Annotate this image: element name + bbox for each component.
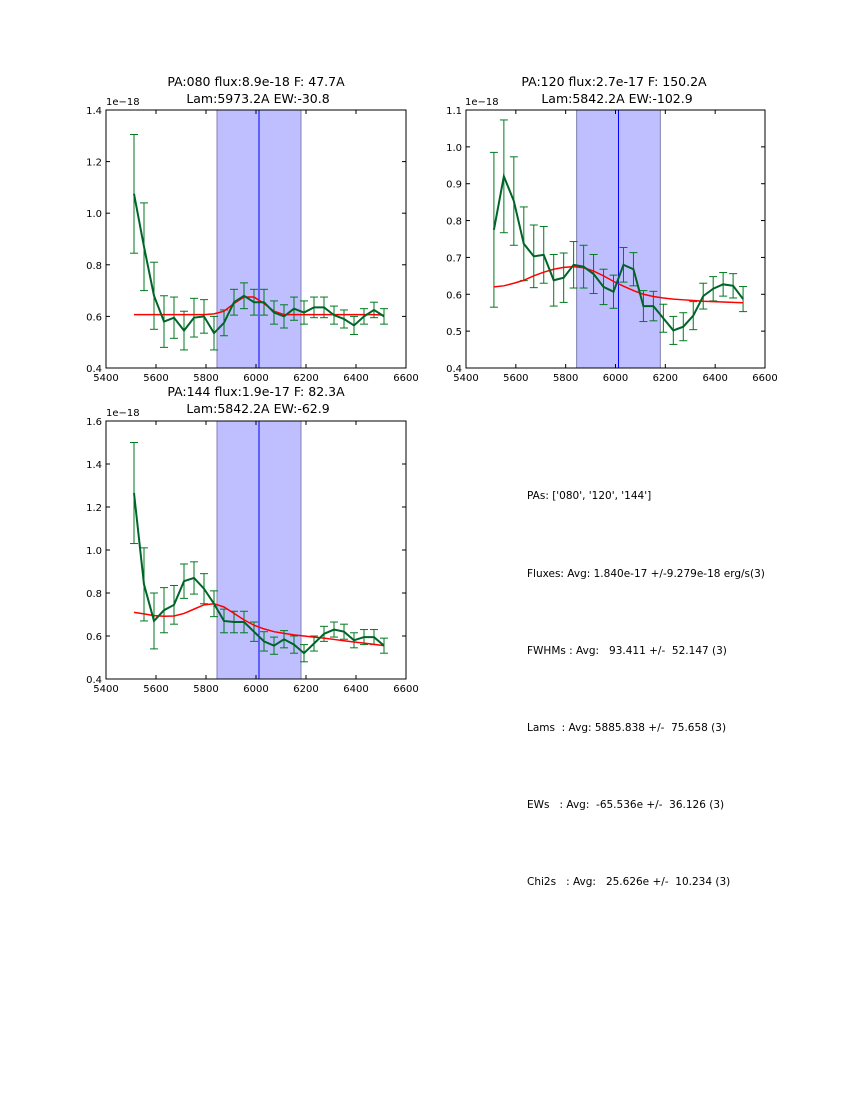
plot-area: 5400 5600 5800 6000 6200 6400 6600 0.4 0.6 0.8 1.0… <box>86 106 419 384</box>
x-tick-label: 6200 <box>293 373 318 384</box>
subplot-pa080: PA:080 flux:8.9e-18 F: 47.7A Lam:5973.2A… <box>86 74 419 384</box>
x-tick-label: 5600 <box>143 684 168 695</box>
x-tick-label: 6600 <box>752 373 777 384</box>
fit-line <box>133 602 385 647</box>
x-tick-label: 6600 <box>393 684 418 695</box>
subplot-title-line2: Lam:5842.2A EW:-102.9 <box>541 91 692 106</box>
subplot-title-line1: PA:144 flux:1.9e-17 F: 82.3A <box>167 384 345 399</box>
x-tick-label: 5600 <box>143 373 168 384</box>
stats-chi2s: Chi2s : Avg: 25.626e +/- 10.234 (3) <box>527 875 731 888</box>
x-tick-label: 6400 <box>343 684 368 695</box>
y-tick-label: 0.4 <box>86 364 102 375</box>
y-tick-label: 0.6 <box>86 632 102 643</box>
errorbar <box>380 637 388 654</box>
x-tick-label: 5400 <box>93 373 118 384</box>
y-tick-label: 1.2 <box>86 158 102 169</box>
x-tick-label: 6000 <box>243 684 268 695</box>
y-tick-label: 1.0 <box>86 546 102 557</box>
x-tick-label: 5800 <box>553 373 578 384</box>
y-tick-label: 0.9 <box>446 180 462 191</box>
x-tick-label: 6400 <box>343 373 368 384</box>
plot-area: 5400 5600 5800 6000 6200 6400 6600 0.4 0.6 0.8 1.0… <box>86 417 419 695</box>
y-tick-label: 1.6 <box>86 417 102 428</box>
stats-ews: EWs : Avg: -65.536e +/- 36.126 (3) <box>527 798 725 811</box>
fit-line <box>134 296 385 316</box>
x-tick-label: 6000 <box>243 373 268 384</box>
y-tick-label: 0.8 <box>86 261 102 272</box>
summary-stats: PAs: ['080', '120', '144'] Fluxes: Avg: … <box>527 433 765 921</box>
y-tick-label: 1.4 <box>86 460 102 471</box>
x-tick-label: 5400 <box>93 684 118 695</box>
y-tick-label: 0.5 <box>446 327 462 338</box>
x-tick-label: 5600 <box>503 373 528 384</box>
x-tick-label: 5400 <box>453 373 478 384</box>
stats-fluxes: Fluxes: Avg: 1.840e-17 +/-9.279e-18 erg/… <box>527 567 765 580</box>
subplot-title-line1: PA:080 flux:8.9e-18 F: 47.7A <box>167 74 345 89</box>
y-offset-label: 1e−18 <box>465 97 499 108</box>
plot-area: 5400 5600 5800 6000 6200 6400 6600 0.4 0.5 0.6 0.7… <box>446 106 778 384</box>
subplot-title-line1: PA:120 flux:2.7e-17 F: 150.2A <box>521 74 707 89</box>
x-tick-label: 6200 <box>653 373 678 384</box>
subplot-pa120: PA:120 flux:2.7e-17 F: 150.2A Lam:5842.2… <box>446 74 778 384</box>
y-offset-label: 1e−18 <box>106 408 140 419</box>
y-tick-label: 1.0 <box>86 209 102 220</box>
data-line <box>492 172 744 332</box>
y-tick-label: 1.4 <box>86 106 102 117</box>
y-tick-label: 0.8 <box>86 589 102 600</box>
x-tick-label: 6000 <box>603 373 628 384</box>
y-tick-label: 1.2 <box>86 503 102 514</box>
y-offset-label: 1e−18 <box>106 97 140 108</box>
x-tick-label: 6600 <box>393 373 418 384</box>
y-tick-label: 1.1 <box>446 106 462 117</box>
x-tick-label: 5800 <box>193 373 218 384</box>
y-tick-label: 1.0 <box>446 143 462 154</box>
y-tick-label: 0.6 <box>86 312 102 323</box>
data-line <box>133 193 385 335</box>
y-tick-label: 0.4 <box>86 675 102 686</box>
y-tick-label: 0.7 <box>446 253 462 264</box>
stats-pas: PAs: ['080', '120', '144'] <box>527 490 652 503</box>
subplot-title-line2: Lam:5842.2A EW:-62.9 <box>186 401 329 416</box>
errorbar <box>380 308 388 325</box>
subplot-title-line2: Lam:5973.2A EW:-30.8 <box>186 91 329 106</box>
y-tick-label: 0.8 <box>446 217 462 228</box>
x-tick-label: 6200 <box>293 684 318 695</box>
subplot-pa144: PA:144 flux:1.9e-17 F: 82.3A Lam:5842.2A… <box>86 384 419 695</box>
x-tick-label: 6400 <box>702 373 727 384</box>
data-line <box>133 492 385 655</box>
stats-fwhms: FWHMs : Avg: 93.411 +/- 52.147 (3) <box>527 644 727 657</box>
y-tick-label: 0.6 <box>446 290 462 301</box>
y-tick-label: 0.4 <box>446 364 462 375</box>
x-tick-label: 5800 <box>193 684 218 695</box>
stats-lams: Lams : Avg: 5885.838 +/- 75.658 (3) <box>527 721 727 734</box>
